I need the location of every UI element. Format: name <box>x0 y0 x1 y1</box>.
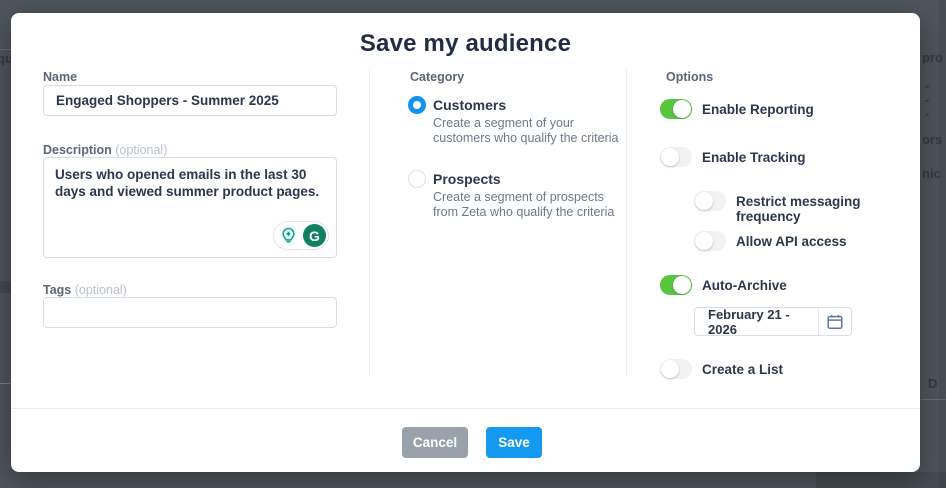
cancel-button[interactable]: Cancel <box>402 427 468 458</box>
name-label: Name <box>43 70 78 84</box>
description-label: Description (optional) <box>43 143 168 157</box>
background-panel <box>816 472 946 488</box>
background-divider <box>921 399 946 400</box>
lightbulb-icon[interactable] <box>280 227 297 244</box>
grammarly-g-icon[interactable]: G <box>303 224 326 247</box>
name-input[interactable] <box>43 85 337 116</box>
toggle-knob <box>661 148 679 166</box>
background-fragment: - <box>925 106 930 121</box>
category-label: Category <box>410 70 465 84</box>
toggle-knob <box>673 276 691 294</box>
allow-api-access-label: Allow API access <box>736 234 847 249</box>
description-field-wrap: Users who opened emails in the last 30 d… <box>43 157 337 258</box>
allow-api-access-toggle[interactable] <box>694 231 726 251</box>
auto-archive-date-value[interactable]: February 21 - 2026 <box>708 306 790 337</box>
create-list-toggle[interactable] <box>660 359 692 379</box>
save-audience-modal: Save my audience Name Description (optio… <box>11 13 920 472</box>
category-column-divider <box>369 68 627 375</box>
footer-divider <box>11 408 920 409</box>
create-list-label: Create a List <box>702 362 784 377</box>
auto-archive-toggle[interactable] <box>660 275 692 295</box>
save-button[interactable]: Save <box>486 427 542 458</box>
restrict-messaging-label: Restrict messaging frequency <box>736 194 861 224</box>
radio-customers-description: Create a segment of your customers who q… <box>433 116 619 145</box>
grammarly-widget[interactable]: G <box>273 221 329 250</box>
toggle-knob <box>695 232 713 250</box>
background-fragment: - <box>925 78 930 93</box>
radio-prospects[interactable] <box>408 170 426 188</box>
enable-reporting-label: Enable Reporting <box>702 102 814 117</box>
auto-archive-date-input[interactable]: February 21 - 2026 <box>694 306 852 337</box>
tags-optional-hint: (optional) <box>74 283 127 297</box>
description-optional-hint: (optional) <box>115 143 168 157</box>
restrict-messaging-toggle[interactable] <box>694 191 726 211</box>
background-divider <box>0 49 11 50</box>
background-fragment: - <box>925 92 930 107</box>
toggle-knob <box>661 360 679 378</box>
enable-tracking-label: Enable Tracking <box>702 150 806 165</box>
modal-title: Save my audience <box>359 30 572 57</box>
tags-label: Tags (optional) <box>43 283 127 297</box>
tags-input[interactable] <box>43 297 337 328</box>
auto-archive-label: Auto-Archive <box>702 278 787 293</box>
radio-prospects-label[interactable]: Prospects <box>433 171 501 187</box>
radio-prospects-description: Create a segment of prospects from Zeta … <box>433 190 615 219</box>
toggle-knob <box>695 192 713 210</box>
radio-customers-label[interactable]: Customers <box>433 97 507 113</box>
toggle-knob <box>673 100 691 118</box>
background-divider <box>0 383 11 384</box>
enable-reporting-toggle[interactable] <box>660 99 692 119</box>
background-fragment: D <box>928 376 938 391</box>
background-fragment: qu <box>0 51 13 66</box>
background-fragment: pro <box>922 50 943 65</box>
background-fragment: nic <box>922 166 941 181</box>
radio-customers[interactable] <box>408 96 426 114</box>
background-fragment <box>0 281 11 293</box>
background-scrollbar <box>939 0 946 488</box>
enable-tracking-toggle[interactable] <box>660 147 692 167</box>
background-fragment: ors <box>922 132 943 147</box>
options-label: Options <box>666 70 714 84</box>
calendar-icon[interactable] <box>818 308 851 335</box>
